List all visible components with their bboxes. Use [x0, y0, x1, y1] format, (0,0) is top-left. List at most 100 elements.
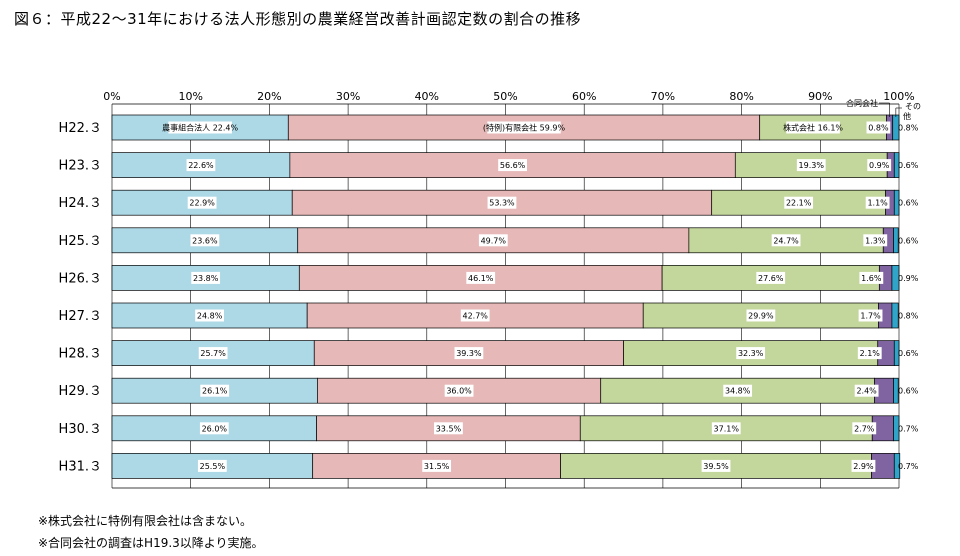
data-label-bg — [736, 347, 766, 360]
x-tick-label: 40% — [415, 90, 439, 103]
data-label-bg — [198, 347, 228, 360]
data-label-bg — [422, 459, 452, 472]
bar-segment — [893, 377, 899, 404]
stacked-bar-chart: 0% 10% 20% 30% 40% 50% 60% 70% 80% 90% 100% H22.３H… — [59, 90, 921, 489]
data-label-bg — [854, 384, 879, 397]
data-label-bg — [190, 234, 220, 247]
data-label: 22.1% — [786, 199, 812, 208]
data-label-bg — [191, 271, 221, 284]
data-label-bg — [867, 159, 892, 172]
data-label: 0.7% — [898, 462, 919, 471]
data-label: 0.8% — [898, 124, 919, 133]
data-label: 25.7% — [200, 349, 226, 358]
x-tick-label: 70% — [651, 90, 675, 103]
bar-segment — [891, 302, 899, 329]
data-label: 2.7% — [854, 424, 875, 433]
data-label: 1.1% — [867, 199, 888, 208]
data-label: 0.8% — [868, 124, 889, 133]
data-label-bg — [195, 309, 224, 322]
data-label-bg — [865, 196, 890, 209]
data-label: 36.0% — [446, 387, 472, 396]
data-label-bg — [487, 196, 517, 209]
data-label: 26.1% — [202, 387, 228, 396]
x-tick-label: 60% — [572, 90, 596, 103]
data-label-bg — [723, 384, 753, 397]
callout-label: 合同会社 — [846, 98, 878, 108]
category-label: H30.３ — [59, 422, 102, 437]
bar-segment — [893, 453, 901, 479]
x-tick-label: 10% — [178, 90, 202, 103]
data-label: 49.7% — [481, 236, 507, 245]
x-tick-label: 90% — [808, 90, 832, 103]
data-label: 農事組合法人 22.4% — [162, 123, 238, 133]
category-label: H26.３ — [59, 271, 102, 286]
data-label-bg — [187, 196, 217, 209]
data-label-bg — [200, 384, 230, 397]
data-label: 37.1% — [714, 424, 740, 433]
data-label-bg — [444, 384, 474, 397]
data-label-bg — [186, 159, 216, 172]
data-label: 46.1% — [468, 274, 494, 283]
data-label-bg — [858, 309, 883, 322]
data-label: 0.8% — [898, 312, 919, 321]
data-label: 2.1% — [860, 349, 881, 358]
data-label: 23.8% — [193, 274, 219, 283]
data-label: 29.9% — [748, 312, 774, 321]
x-tick-label: 30% — [336, 90, 360, 103]
data-label-bg — [746, 309, 776, 322]
data-label: 53.3% — [489, 199, 515, 208]
category-label: H22.３ — [59, 121, 102, 136]
data-label: 1.3% — [865, 236, 886, 245]
data-label-bg — [756, 271, 786, 284]
chart-title: 図６：平成22～31年における法人形態別の農業経営改善計画認定数の割合の推移 — [14, 10, 582, 28]
category-labels: H22.３ H23.３ H24.３ H25.３ H26.３ H27.３ H28.３ H29.３… — [59, 121, 102, 474]
category-label: H24.３ — [59, 196, 102, 211]
bar-segment — [893, 152, 900, 178]
data-label: 0.9% — [869, 161, 890, 170]
data-label: 1.7% — [860, 312, 881, 321]
category-label: H23.３ — [59, 159, 102, 174]
x-tick-label: 80% — [729, 90, 753, 103]
data-label-bg — [852, 422, 877, 435]
data-label: 31.5% — [424, 462, 450, 471]
category-label: H28.３ — [59, 347, 102, 362]
callout-label: 他 — [903, 111, 911, 121]
data-label-bg — [701, 459, 731, 472]
x-tick-label: 50% — [493, 90, 517, 103]
data-label: 42.7% — [462, 312, 488, 321]
data-label: 24.8% — [197, 312, 223, 321]
data-label: 0.6% — [898, 349, 919, 358]
data-label: 33.5% — [436, 424, 462, 433]
bar-segment — [893, 415, 900, 442]
data-label: 34.8% — [725, 387, 751, 396]
bar-segment — [893, 227, 899, 254]
data-label-bg — [784, 196, 814, 209]
x-tick-labels: 0% 10% 20% 30% 40% 50% 60% 70% 80% 90% 100% — [103, 90, 914, 103]
x-tick-label: 100% — [883, 90, 914, 103]
category-label: H29.３ — [59, 384, 102, 399]
data-label: 32.3% — [738, 349, 764, 358]
data-label: 39.5% — [703, 462, 729, 471]
data-label-bg — [454, 347, 484, 360]
data-label-bg — [857, 347, 882, 360]
data-label: 0.6% — [898, 199, 919, 208]
data-label: 1.6% — [861, 274, 882, 283]
data-label: 39.3% — [456, 349, 482, 358]
data-label-bg — [478, 234, 508, 247]
bar-segment — [111, 152, 291, 178]
data-label: 0.6% — [898, 161, 919, 170]
data-label: 22.9% — [189, 199, 215, 208]
data-label: 19.3% — [799, 161, 825, 170]
data-label-bg — [851, 459, 876, 472]
data-label-bg — [466, 271, 496, 284]
bars — [111, 114, 901, 479]
category-label: H25.３ — [59, 234, 102, 249]
data-label: 23.6% — [192, 236, 218, 245]
data-label: 56.6% — [500, 161, 526, 170]
footnote-2: ※合同会社の調査はH19.3以降より実施。 — [38, 536, 264, 550]
data-labels: 農事組合法人 22.4% (特例)有限会社 59.9% 株式会社 16.1% 0.8%… — [162, 121, 919, 472]
data-label-bg — [168, 121, 232, 134]
data-label: 0.6% — [898, 387, 919, 396]
data-label: 22.6% — [188, 161, 214, 170]
data-label: 株式会社 16.1% — [783, 123, 843, 133]
